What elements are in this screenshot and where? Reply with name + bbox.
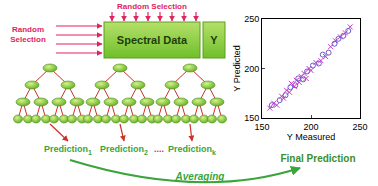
svg-text:Prediction2: Prediction2: [100, 144, 148, 156]
svg-text:150: 150: [254, 122, 269, 132]
svg-text:Averaging: Averaging: [175, 171, 225, 182]
svg-text:250: 250: [244, 14, 259, 24]
svg-text:Predictionk: Predictionk: [168, 144, 216, 156]
svg-text:Y Measured: Y Measured: [287, 132, 335, 142]
svg-text:Spectral Data: Spectral Data: [117, 34, 188, 46]
svg-text:RandomSelection: RandomSelection: [10, 25, 46, 44]
svg-text:Final Prediction: Final Prediction: [280, 153, 355, 164]
svg-text:Random Selection: Random Selection: [117, 2, 187, 11]
svg-text:Y Predicted: Y Predicted: [232, 45, 242, 91]
svg-text:250: 250: [352, 122, 367, 132]
svg-text:200: 200: [244, 64, 259, 74]
svg-text:....: ....: [154, 144, 164, 154]
svg-text:Prediction1: Prediction1: [44, 144, 92, 156]
svg-text:Y: Y: [210, 34, 218, 46]
svg-text:200: 200: [303, 122, 318, 132]
svg-text:150: 150: [244, 113, 259, 123]
